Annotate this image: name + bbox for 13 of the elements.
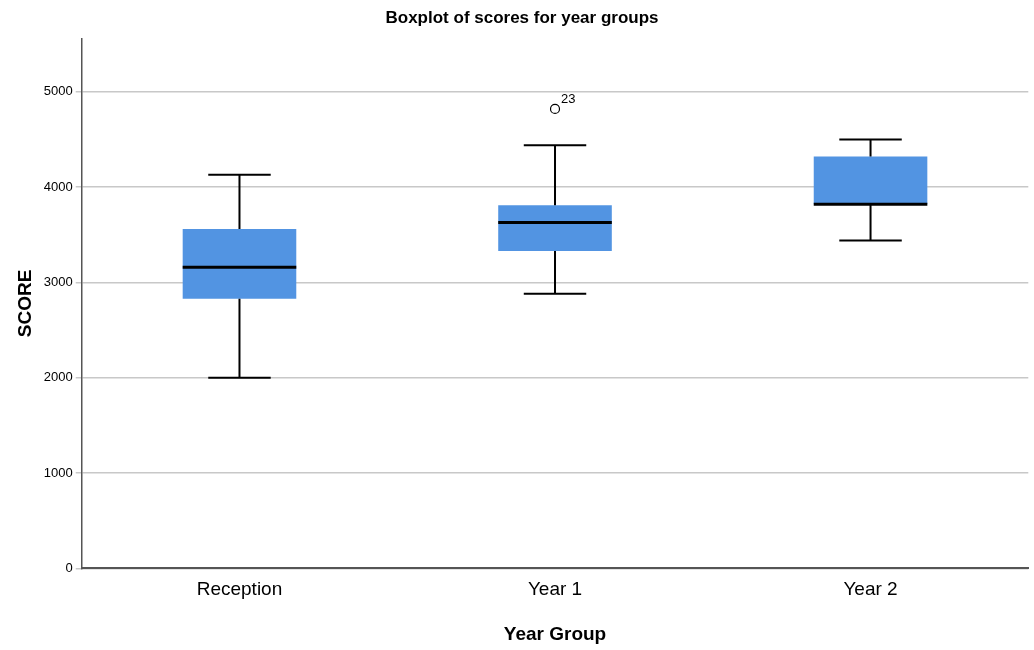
x-tick-label: Year 2 <box>843 578 898 600</box>
x-tick-label: Year 1 <box>527 578 583 600</box>
x-tick-label: Reception <box>196 578 283 600</box>
annotation: 23 <box>561 91 576 107</box>
y-tick-label: 5000 <box>43 83 73 99</box>
y-tick-label: 0 <box>65 559 73 575</box>
y-tick-label: 4000 <box>43 178 73 194</box>
y-tick-label: 3000 <box>43 274 73 290</box>
y-tick-label: 2000 <box>43 369 73 385</box>
y-axis-title: SCORE <box>13 269 35 338</box>
x-axis-title: Year Group <box>503 622 607 644</box>
y-tick-label: 1000 <box>43 464 73 480</box>
chart-title: Boxplot of scores for year groups <box>385 7 659 27</box>
